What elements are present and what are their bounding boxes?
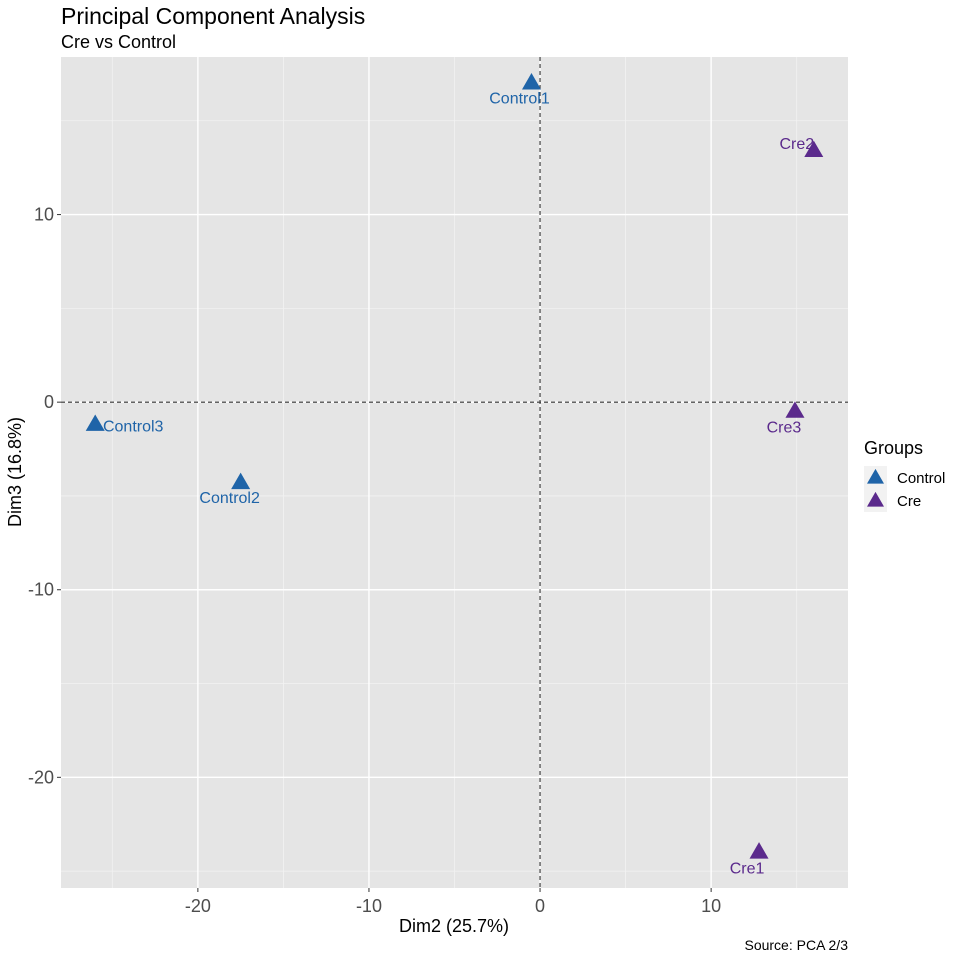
x-axis-ticks: -20 -10 0 10	[185, 888, 721, 916]
y-tick-label: -20	[28, 767, 54, 787]
reference-lines	[61, 57, 848, 888]
data-points	[85, 73, 824, 859]
point-label-cre3: Cre3	[767, 420, 802, 437]
point-cre2	[804, 140, 824, 158]
y-axis-ticks: -20 -10 0 10	[28, 205, 61, 787]
major-gridlines	[61, 57, 848, 888]
point-cre1	[749, 842, 769, 859]
legend-label-control: Control	[897, 470, 945, 487]
chart-caption: Source: PCA 2/3	[744, 937, 848, 953]
point-cre3	[785, 401, 805, 418]
point-label-control1: Control1	[489, 90, 550, 107]
point-label-cre2: Cre2	[779, 136, 814, 153]
x-tick-label: -20	[185, 896, 211, 916]
legend-marker-control	[867, 468, 884, 484]
y-tick-label: -10	[28, 580, 54, 600]
x-axis-title: Dim2 (25.7%)	[399, 916, 509, 936]
y-tick-label: 10	[34, 205, 54, 225]
y-tick-label: 0	[44, 392, 54, 412]
y-axis-title: Dim3 (16.8%)	[5, 417, 25, 527]
x-tick-label: -10	[356, 896, 382, 916]
minor-gridlines	[61, 57, 848, 888]
legend: Groups Control Cre	[864, 438, 945, 512]
point-control3	[85, 414, 105, 431]
chart-subtitle: Cre vs Control	[61, 32, 176, 52]
point-label-control2: Control2	[199, 490, 260, 507]
point-labels: Control1 Control2 Control3 Cre1 Cre2 Cre3	[103, 90, 814, 877]
point-control2	[231, 472, 251, 490]
legend-title: Groups	[864, 438, 923, 458]
point-label-cre1: Cre1	[730, 860, 765, 877]
point-label-control3: Control3	[103, 419, 164, 436]
x-tick-label: 10	[701, 896, 721, 916]
point-control1	[521, 73, 541, 90]
chart-title: Principal Component Analysis	[61, 3, 365, 29]
legend-label-cre: Cre	[897, 493, 921, 510]
legend-marker-cre	[867, 491, 884, 507]
x-tick-label: 0	[535, 896, 545, 916]
